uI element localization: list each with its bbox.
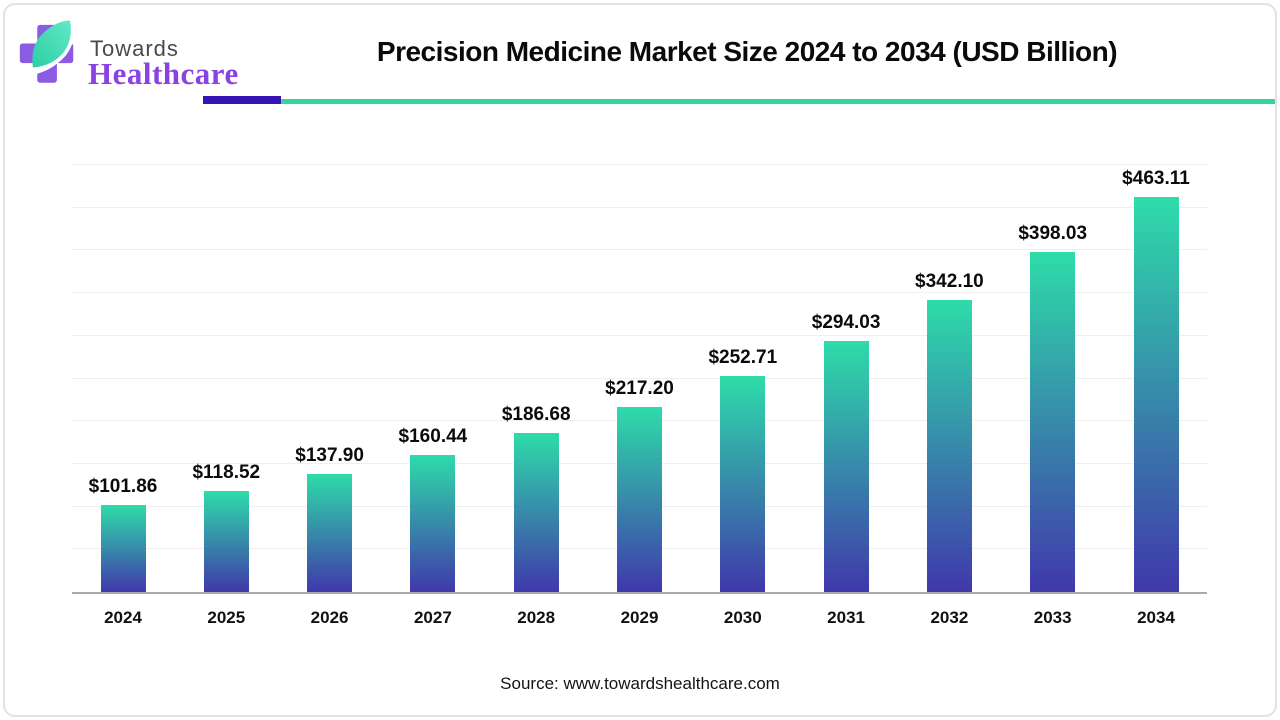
bar-2028: [513, 432, 559, 592]
gridline: [72, 206, 1207, 208]
x-axis-label-2029: 2029: [620, 608, 659, 627]
bar-2034: [1133, 196, 1179, 592]
bar-2030: [720, 376, 766, 592]
page-title: Precision Medicine Market Size 2024 to 2…: [376, 36, 1118, 67]
x-axis-label-2026: 2026: [310, 608, 349, 627]
x-axis-label-2031: 2031: [827, 608, 866, 627]
x-axis-label-2024: 2024: [104, 608, 142, 627]
bar-value-label: $118.52: [192, 461, 261, 483]
bar-2026: [307, 474, 353, 592]
gridline: [72, 249, 1207, 251]
bar-value-label: $186.68: [501, 403, 571, 425]
bar-chart-plot-area: $101.86 $118.52 $137.90 $160.44 $186.68 $217.…: [72, 155, 1207, 594]
towards-healthcare-logo-icon: [19, 20, 76, 83]
bar-value-label: $101.86: [88, 476, 158, 498]
bar-2027: [410, 454, 456, 592]
logo-text-towards: Towards: [90, 36, 179, 61]
leaf-swoosh: [20, 28, 76, 77]
leaf-icon: [32, 20, 71, 68]
bar-value-label: $217.20: [605, 377, 674, 399]
bar-value-label: $252.71: [708, 347, 778, 369]
logo-text-healthcare: Healthcare: [88, 56, 239, 91]
x-axis-labels: 2024 2025 2026 2027 2028 2029 2030 2031 2032 2033…: [72, 608, 1207, 638]
x-axis-label-2030: 2030: [723, 608, 762, 627]
bar-value-label: $294.03: [811, 311, 881, 333]
bar-2031: [823, 340, 869, 592]
towards-healthcare-logo: Towards Healthcare: [12, 12, 272, 92]
x-axis-label-2032: 2032: [930, 608, 969, 627]
gridline: [72, 334, 1207, 336]
gridline: [72, 377, 1207, 379]
gridline: [72, 164, 1207, 165]
x-axis-label-2034: 2034: [1137, 608, 1175, 627]
bar-value-label: $160.44: [398, 425, 468, 447]
source-text: Source: www.towardshealthcare.com: [500, 674, 780, 693]
gridline: [72, 292, 1207, 294]
x-axis-label-2025: 2025: [207, 608, 246, 627]
title-underline-teal-segment: [281, 99, 1277, 104]
bar-2032: [926, 299, 972, 592]
bar-value-label: $398.03: [1018, 223, 1088, 245]
x-axis-label-2028: 2028: [517, 608, 556, 627]
x-axis-label-2033: 2033: [1033, 608, 1072, 627]
bar-2025: [203, 490, 249, 592]
title-underline-purple-segment: [203, 96, 281, 104]
bar-2033: [1030, 252, 1076, 592]
bar-2029: [617, 406, 662, 592]
bar-value-label: $342.10: [915, 270, 984, 292]
bar-value-label: $463.11: [1122, 167, 1190, 189]
x-axis-label-2027: 2027: [413, 608, 452, 627]
bar-2024: [100, 505, 146, 592]
bar-value-label: $137.90: [295, 445, 364, 467]
